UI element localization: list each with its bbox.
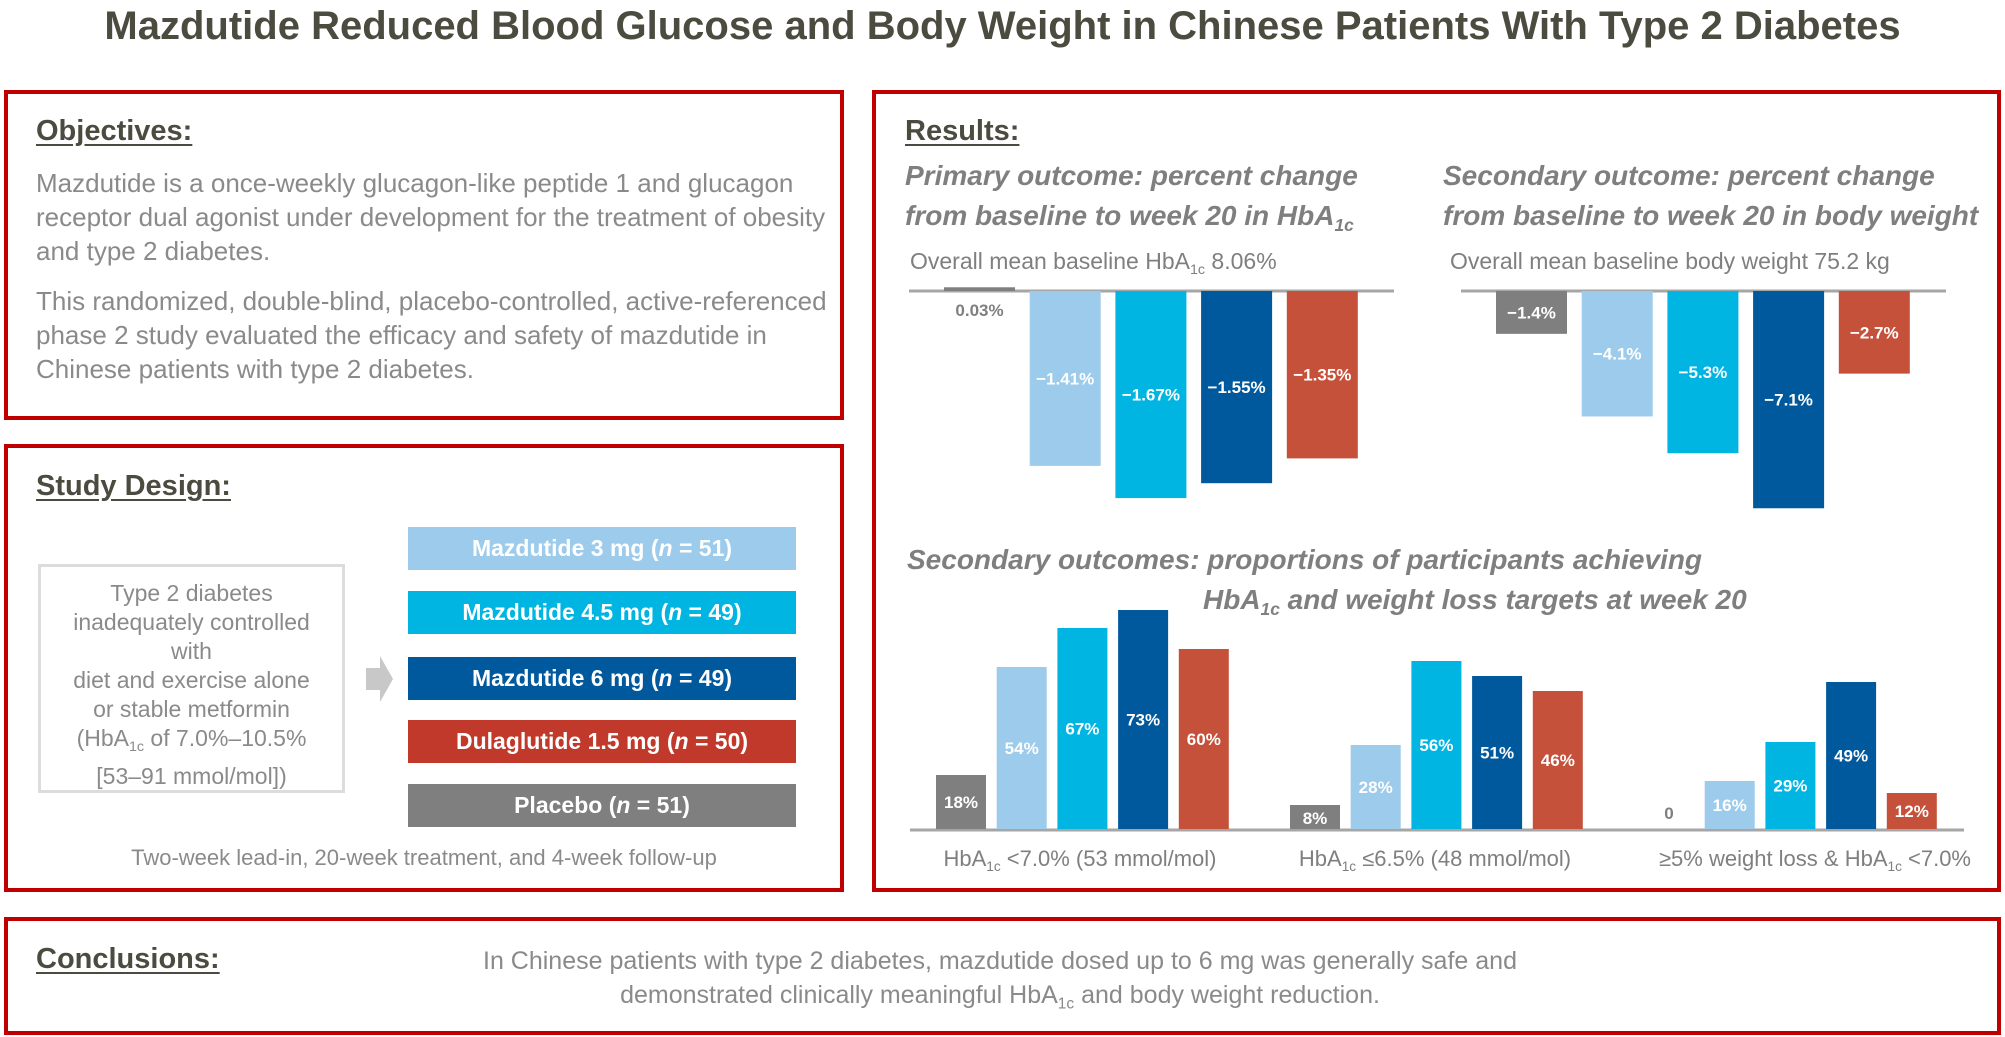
objectives-paragraph-2: This randomized, double-blind, placebo-c…	[36, 286, 827, 384]
chart-title-line: from baseline to week 20 in HbA1c	[905, 200, 1354, 236]
arm-mazdutide-3mg: Mazdutide 3 mg (n = 51)	[408, 527, 796, 570]
proportions-title: Secondary outcomes: proportions of parti…	[907, 540, 1747, 629]
criteria-line: diet and exercise alone	[73, 667, 310, 693]
category-label: HbA1c ≤6.5% (48 mmol/mol)	[1298, 846, 1572, 874]
objectives-panel	[4, 90, 844, 420]
conclusions-heading: Conclusions:	[36, 943, 220, 975]
study-timeline-text: Two-week lead-in, 20-week treatment, and…	[131, 845, 717, 870]
chart-title-line: HbA1c and weight loss targets at week 20	[1203, 584, 1747, 620]
primary-outcome-title: Primary outcome: percent change from bas…	[905, 156, 1358, 245]
criteria-text: of 7.0%–10.5%	[144, 725, 307, 751]
conclusions-line: demonstrated clinically meaningful HbA1c…	[620, 981, 1380, 1013]
primary-baseline-text: Overall mean baseline HbA1c 8.06%	[910, 248, 1277, 278]
arm-placebo: Placebo (n = 51)	[408, 784, 796, 827]
secondary-outcome-title: Secondary outcome: percent change from b…	[1443, 156, 1978, 236]
category-label: HbA1c <7.0% (53 mmol/mol)	[943, 846, 1217, 874]
results-panel	[872, 90, 2001, 892]
objectives-paragraph-1: Mazdutide is a once-weekly glucagon-like…	[36, 168, 826, 266]
arrow-right-icon	[366, 656, 393, 702]
arm-mazdutide-4-5mg: Mazdutide 4.5 mg (n = 49)	[408, 591, 796, 634]
inclusion-criteria-box: Type 2 diabetes inadequately controlled …	[38, 564, 345, 793]
criteria-line: [53–91 mmol/mol])	[96, 762, 287, 789]
chart-title-line: Secondary outcome: percent change	[1443, 160, 1935, 191]
criteria-line: Type 2 diabetes	[110, 580, 273, 606]
conclusions-line: In Chinese patients with type 2 diabetes…	[483, 947, 1517, 975]
chart-title-line: Secondary outcomes: proportions of parti…	[907, 544, 1703, 575]
criteria-line: (HbA1c of 7.0%–10.5%	[41, 724, 342, 762]
criteria-text: (HbA	[76, 725, 129, 751]
chart-title-line: Primary outcome: percent change	[905, 160, 1358, 191]
conclusions-panel	[4, 917, 2001, 1035]
criteria-subscript: 1c	[128, 738, 145, 755]
study-design-heading: Study Design:	[36, 470, 231, 502]
objectives-heading: Objectives:	[36, 115, 193, 147]
category-label: ≥5% weight loss & HbA1c <7.0%	[1658, 846, 1971, 874]
criteria-line: inadequately controlled	[73, 609, 310, 635]
arm-mazdutide-6mg: Mazdutide 6 mg (n = 49)	[408, 657, 796, 700]
arm-dulaglutide: Dulaglutide 1.5 mg (n = 50)	[408, 720, 796, 763]
criteria-line: or stable metformin	[93, 696, 290, 722]
study-design-panel	[4, 444, 844, 892]
criteria-line: with	[171, 638, 212, 664]
secondary-baseline-text: Overall mean baseline body weight 75.2 k…	[1450, 248, 1890, 274]
chart-title-line: from baseline to week 20 in body weight	[1443, 200, 1979, 231]
poster-title: Mazdutide Reduced Blood Glucose and Body…	[104, 4, 1901, 48]
results-heading: Results:	[905, 115, 1020, 147]
conclusions-text: In Chinese patients with type 2 diabetes…	[300, 944, 1700, 1021]
